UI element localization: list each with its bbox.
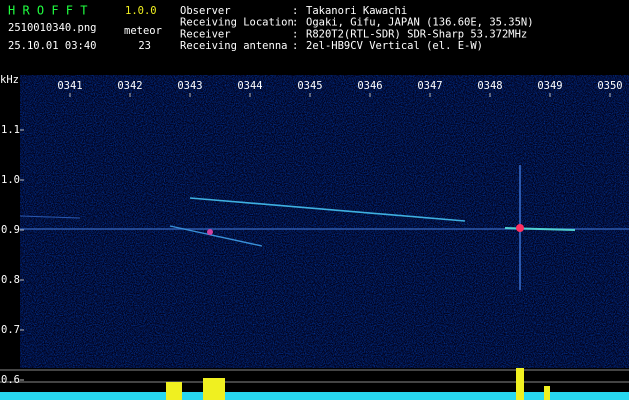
noise — [20, 75, 629, 368]
streak — [19, 215, 81, 219]
signal-spike — [544, 386, 550, 400]
info-label: Receiver — [180, 28, 231, 40]
count-label: meteor — [124, 25, 162, 37]
y-tick-label: 0.8 — [1, 274, 20, 286]
x-tick-label: 0343 — [177, 80, 202, 92]
x-tick-label: 0342 — [117, 80, 142, 92]
signal-spike — [166, 382, 182, 400]
meteor-head — [207, 229, 213, 235]
x-tick-label: 0349 — [537, 80, 562, 92]
version: 1.0.0 — [125, 5, 157, 17]
x-tick-label: 0348 — [477, 80, 502, 92]
signal-level — [0, 392, 629, 400]
info-label: Receiving antenna — [180, 40, 287, 52]
x-tick-label: 0347 — [417, 80, 442, 92]
signal-spike — [203, 378, 225, 400]
x-tick-label: 0341 — [57, 80, 82, 92]
info-label: Receiving Location — [180, 17, 294, 29]
info-value: Takanori Kawachi — [306, 5, 407, 17]
y-tick-label: 0.7 — [1, 324, 20, 336]
info-separator: : — [292, 17, 298, 29]
y-tick-label: 1.0 — [1, 174, 20, 186]
meteor-trail — [189, 197, 466, 222]
y-tick-label: 0.9 — [1, 224, 20, 236]
info-separator: : — [292, 5, 298, 17]
app-name: H R O F F T — [8, 4, 87, 18]
y-tick-label: 0.6 — [1, 374, 20, 386]
info-value: R820T2(RTL-SDR) SDR-Sharp 53.372MHz — [306, 28, 527, 40]
info-separator: : — [292, 40, 298, 52]
timestamp: 25.10.01 03:40 — [8, 40, 97, 52]
x-tick-label: 0344 — [237, 80, 262, 92]
meteor-head — [516, 224, 524, 232]
info-separator: : — [292, 28, 298, 40]
y-axis-label: kHz — [0, 74, 19, 86]
info-label: Observer — [180, 5, 231, 17]
signal-spike — [516, 368, 524, 400]
y-tick-label: 1.1 — [1, 124, 20, 136]
x-tick-label: 0350 — [597, 80, 622, 92]
info-value: Ogaki, Gifu, JAPAN (136.60E, 35.35N) — [306, 17, 534, 29]
x-tick-label: 0345 — [297, 80, 322, 92]
info-value: 2el-HB9CV Vertical (el. E-W) — [306, 40, 483, 52]
count: 23 — [138, 40, 151, 52]
meteor-trail — [169, 225, 263, 247]
file-name: 2510010340.png — [8, 22, 97, 34]
x-tick-label: 0346 — [357, 80, 382, 92]
